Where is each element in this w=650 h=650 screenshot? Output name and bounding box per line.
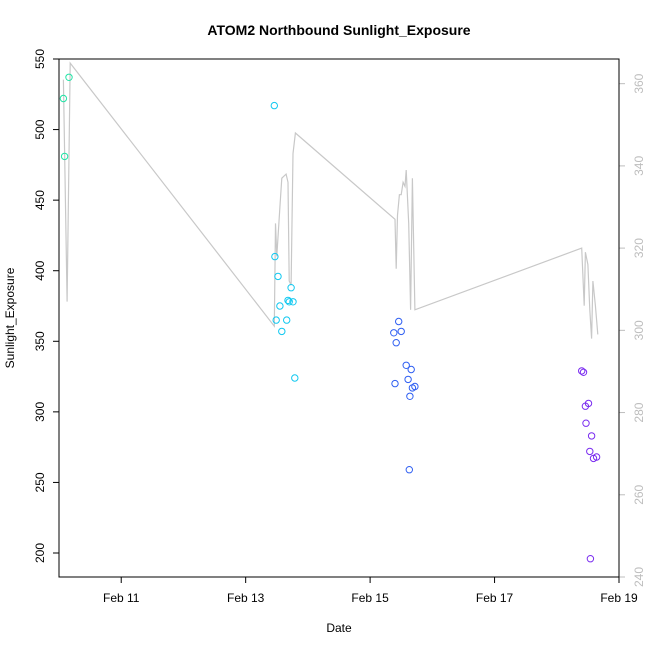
y2-tick-label: 340 xyxy=(632,156,646,176)
data-point xyxy=(586,555,595,563)
data-point xyxy=(276,302,284,310)
data-point xyxy=(283,316,291,324)
y-axis-label: Sunlight_Exposure xyxy=(3,267,17,368)
data-point xyxy=(587,432,596,440)
data-point xyxy=(406,392,414,400)
x-axis-label: Date xyxy=(326,621,352,635)
data-point xyxy=(404,375,412,384)
x-tick-label: Feb 17 xyxy=(476,591,514,605)
y-axis-left: 200 250 300 350 400 450 500 550 xyxy=(33,49,59,563)
data-point xyxy=(65,73,73,82)
data-point xyxy=(405,466,413,474)
secondary-series-line xyxy=(62,61,599,339)
data-point xyxy=(271,252,279,261)
data-point xyxy=(579,368,588,376)
data-point xyxy=(390,329,398,337)
y-tick-label: 200 xyxy=(33,543,47,563)
data-point xyxy=(278,327,286,336)
y-tick-label: 350 xyxy=(33,331,47,351)
y-axis-right: 240 260 280 300 320 340 360 xyxy=(619,73,646,587)
plot-frame xyxy=(58,58,620,578)
data-point xyxy=(274,272,282,281)
data-point xyxy=(407,365,415,374)
y2-tick-label: 280 xyxy=(632,402,646,422)
x-tick-label: Feb 11 xyxy=(103,591,140,605)
data-point xyxy=(270,101,278,110)
data-point xyxy=(272,316,280,324)
y2-tick-label: 240 xyxy=(632,567,646,587)
data-point xyxy=(287,284,295,292)
data-point xyxy=(60,152,69,161)
y-tick-label: 500 xyxy=(33,119,47,139)
y2-tick-label: 260 xyxy=(632,484,646,504)
data-point xyxy=(395,317,403,326)
y-tick-label: 450 xyxy=(33,190,47,210)
data-point xyxy=(578,367,586,375)
x-axis: Feb 11 Feb 13 Feb 15 Feb 17 Feb 19 xyxy=(103,577,638,605)
data-point xyxy=(284,296,292,305)
data-point xyxy=(584,399,593,408)
y2-tick-label: 320 xyxy=(632,238,646,258)
points-layer xyxy=(59,73,601,563)
data-point xyxy=(397,327,405,336)
x-tick-label: Feb 15 xyxy=(351,591,389,605)
data-point xyxy=(392,339,400,347)
y-tick-label: 400 xyxy=(33,260,47,280)
x-tick-label: Feb 13 xyxy=(227,591,265,605)
data-point xyxy=(291,374,299,382)
data-point xyxy=(289,298,297,306)
chart-title: ATOM2 Northbound Sunlight_Exposure xyxy=(207,22,470,38)
secondary-line-layer xyxy=(62,61,599,339)
data-point xyxy=(582,419,590,427)
data-point xyxy=(391,379,399,388)
y-tick-label: 250 xyxy=(33,472,47,492)
y-tick-label: 300 xyxy=(33,402,47,422)
data-point xyxy=(586,447,594,456)
y-tick-label: 550 xyxy=(33,49,47,69)
x-tick-label: Feb 19 xyxy=(600,591,638,605)
y2-tick-label: 300 xyxy=(632,320,646,340)
data-point xyxy=(592,453,601,461)
data-point xyxy=(402,361,410,369)
y2-tick-label: 360 xyxy=(632,73,646,93)
data-point xyxy=(59,94,68,103)
data-point xyxy=(411,382,419,391)
data-point xyxy=(285,298,293,306)
